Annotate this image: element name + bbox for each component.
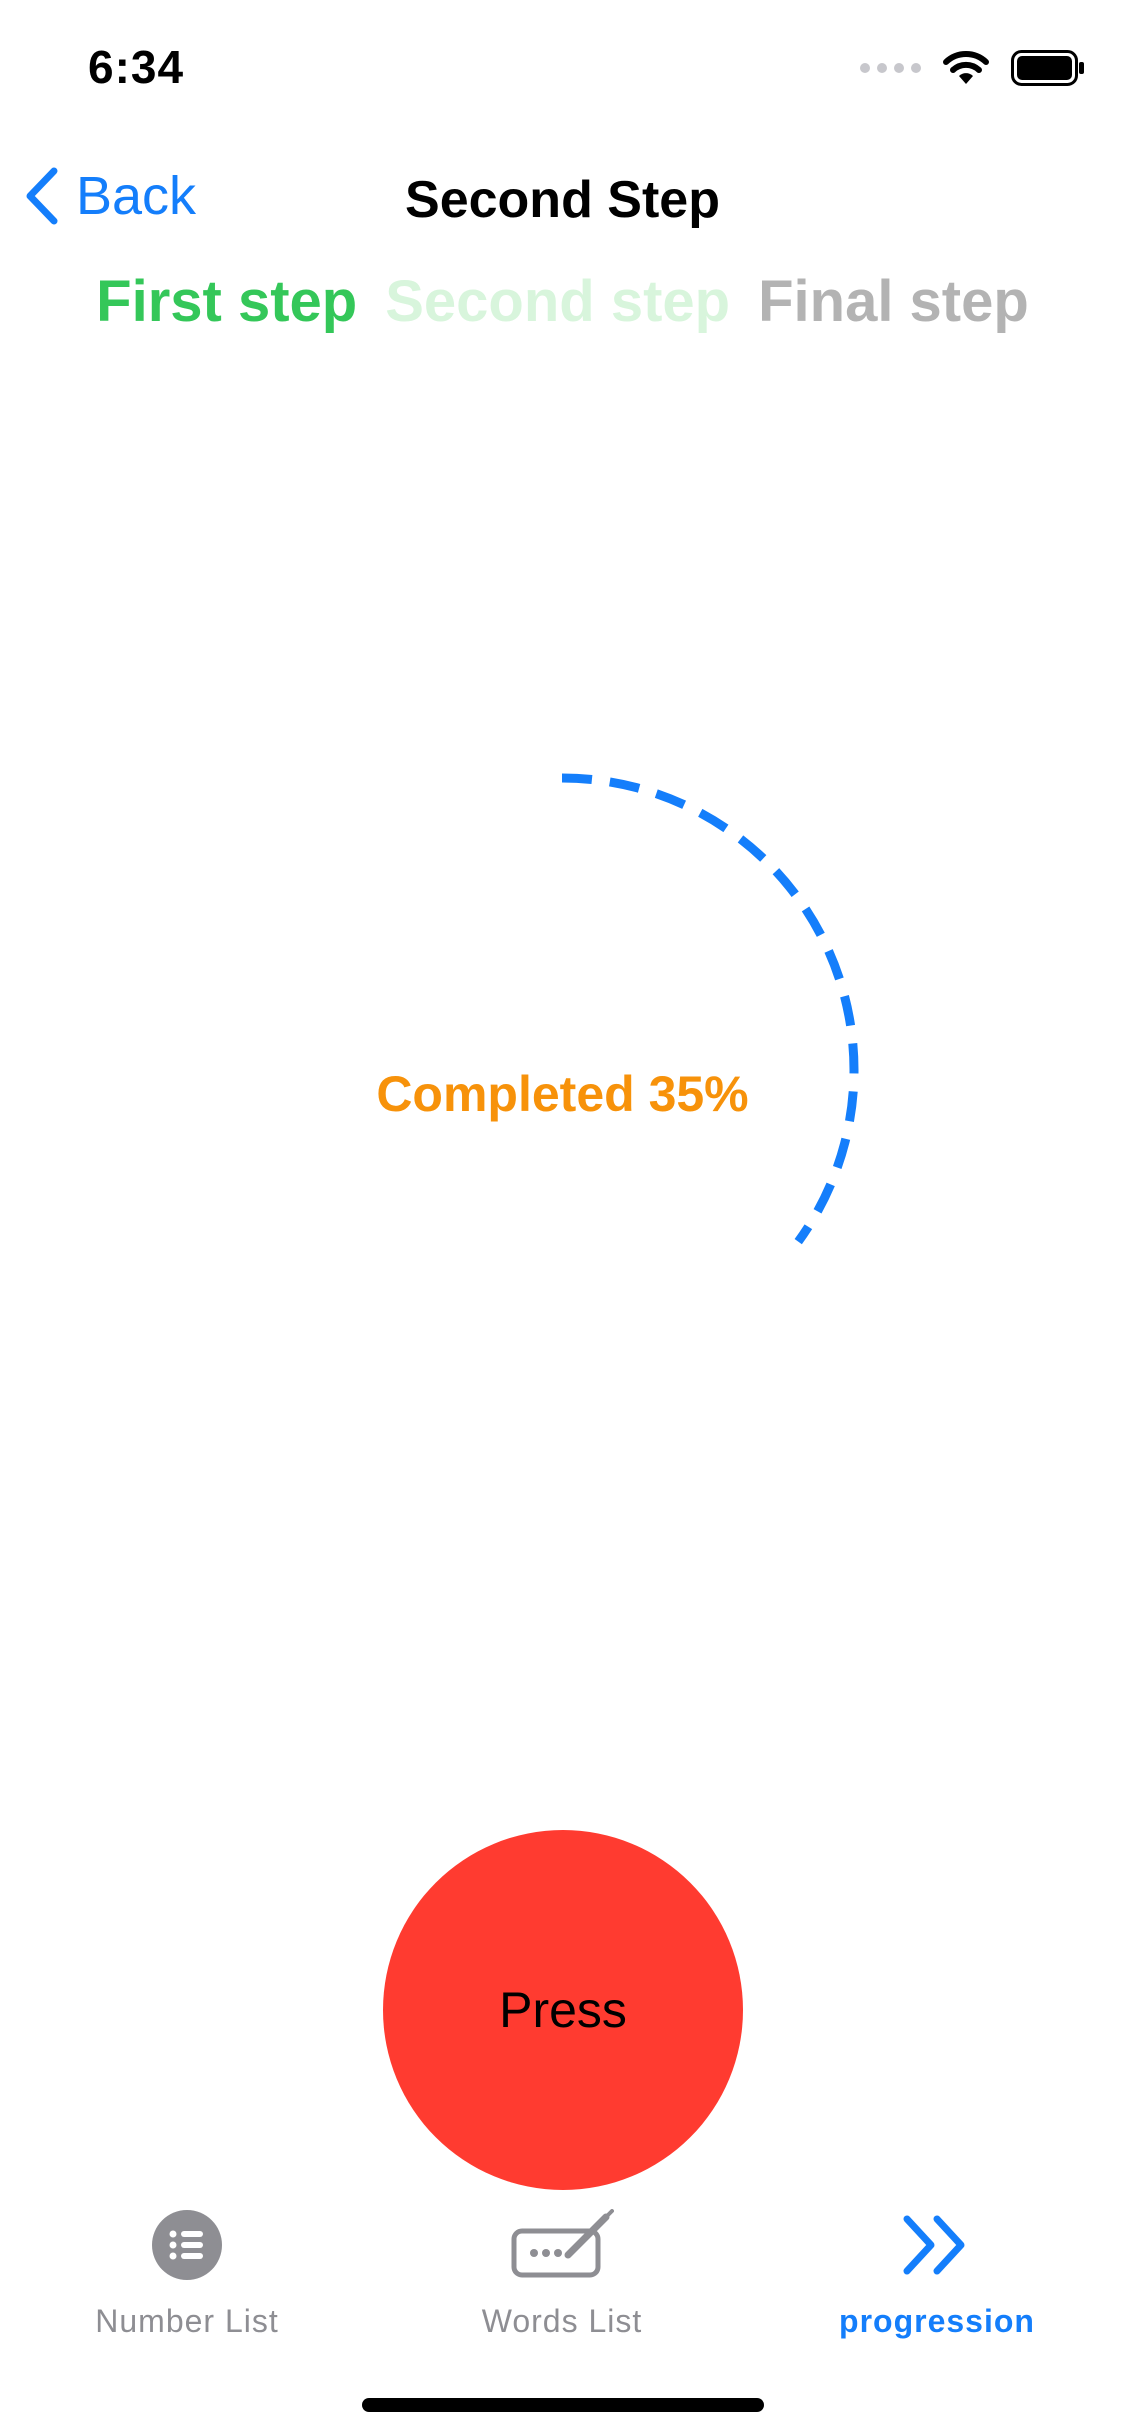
keyboard-pencil-icon bbox=[511, 2209, 614, 2278]
tab-number-list[interactable]: Number List bbox=[47, 2205, 327, 2340]
step-final: Final step bbox=[758, 269, 1029, 334]
home-indicator bbox=[362, 2398, 764, 2412]
step-second: Second step bbox=[385, 269, 731, 334]
status-time: 6:34 bbox=[88, 41, 185, 93]
progress-arc bbox=[561, 773, 859, 1245]
chevron-left-icon bbox=[26, 167, 58, 225]
step-first: First step bbox=[96, 269, 358, 334]
tab-label: Words List bbox=[481, 2303, 643, 2339]
status-icons bbox=[860, 50, 1085, 86]
progress-ring bbox=[262, 770, 862, 1370]
tab-progression[interactable]: progression bbox=[797, 2205, 1077, 2340]
press-button-label: Press bbox=[499, 1982, 627, 2038]
double-chevron-right-icon bbox=[903, 2215, 965, 2275]
wifi-icon bbox=[943, 51, 989, 84]
step-indicator: First step Second step Final step bbox=[0, 268, 1125, 335]
press-button[interactable]: Press bbox=[383, 1830, 743, 2190]
progress-label: Completed 35% bbox=[376, 1066, 749, 1122]
tab-words-list[interactable]: Words List bbox=[422, 2205, 702, 2340]
battery-icon bbox=[1011, 50, 1084, 86]
page-title: Second Step bbox=[405, 171, 720, 229]
list-bullet-circle-icon bbox=[152, 2210, 222, 2280]
back-button[interactable]: Back bbox=[22, 165, 196, 227]
tab-label: Number List bbox=[95, 2303, 279, 2339]
tab-label: progression bbox=[839, 2303, 1035, 2339]
back-label: Back bbox=[76, 166, 197, 226]
cellular-signal-icon bbox=[860, 63, 921, 73]
